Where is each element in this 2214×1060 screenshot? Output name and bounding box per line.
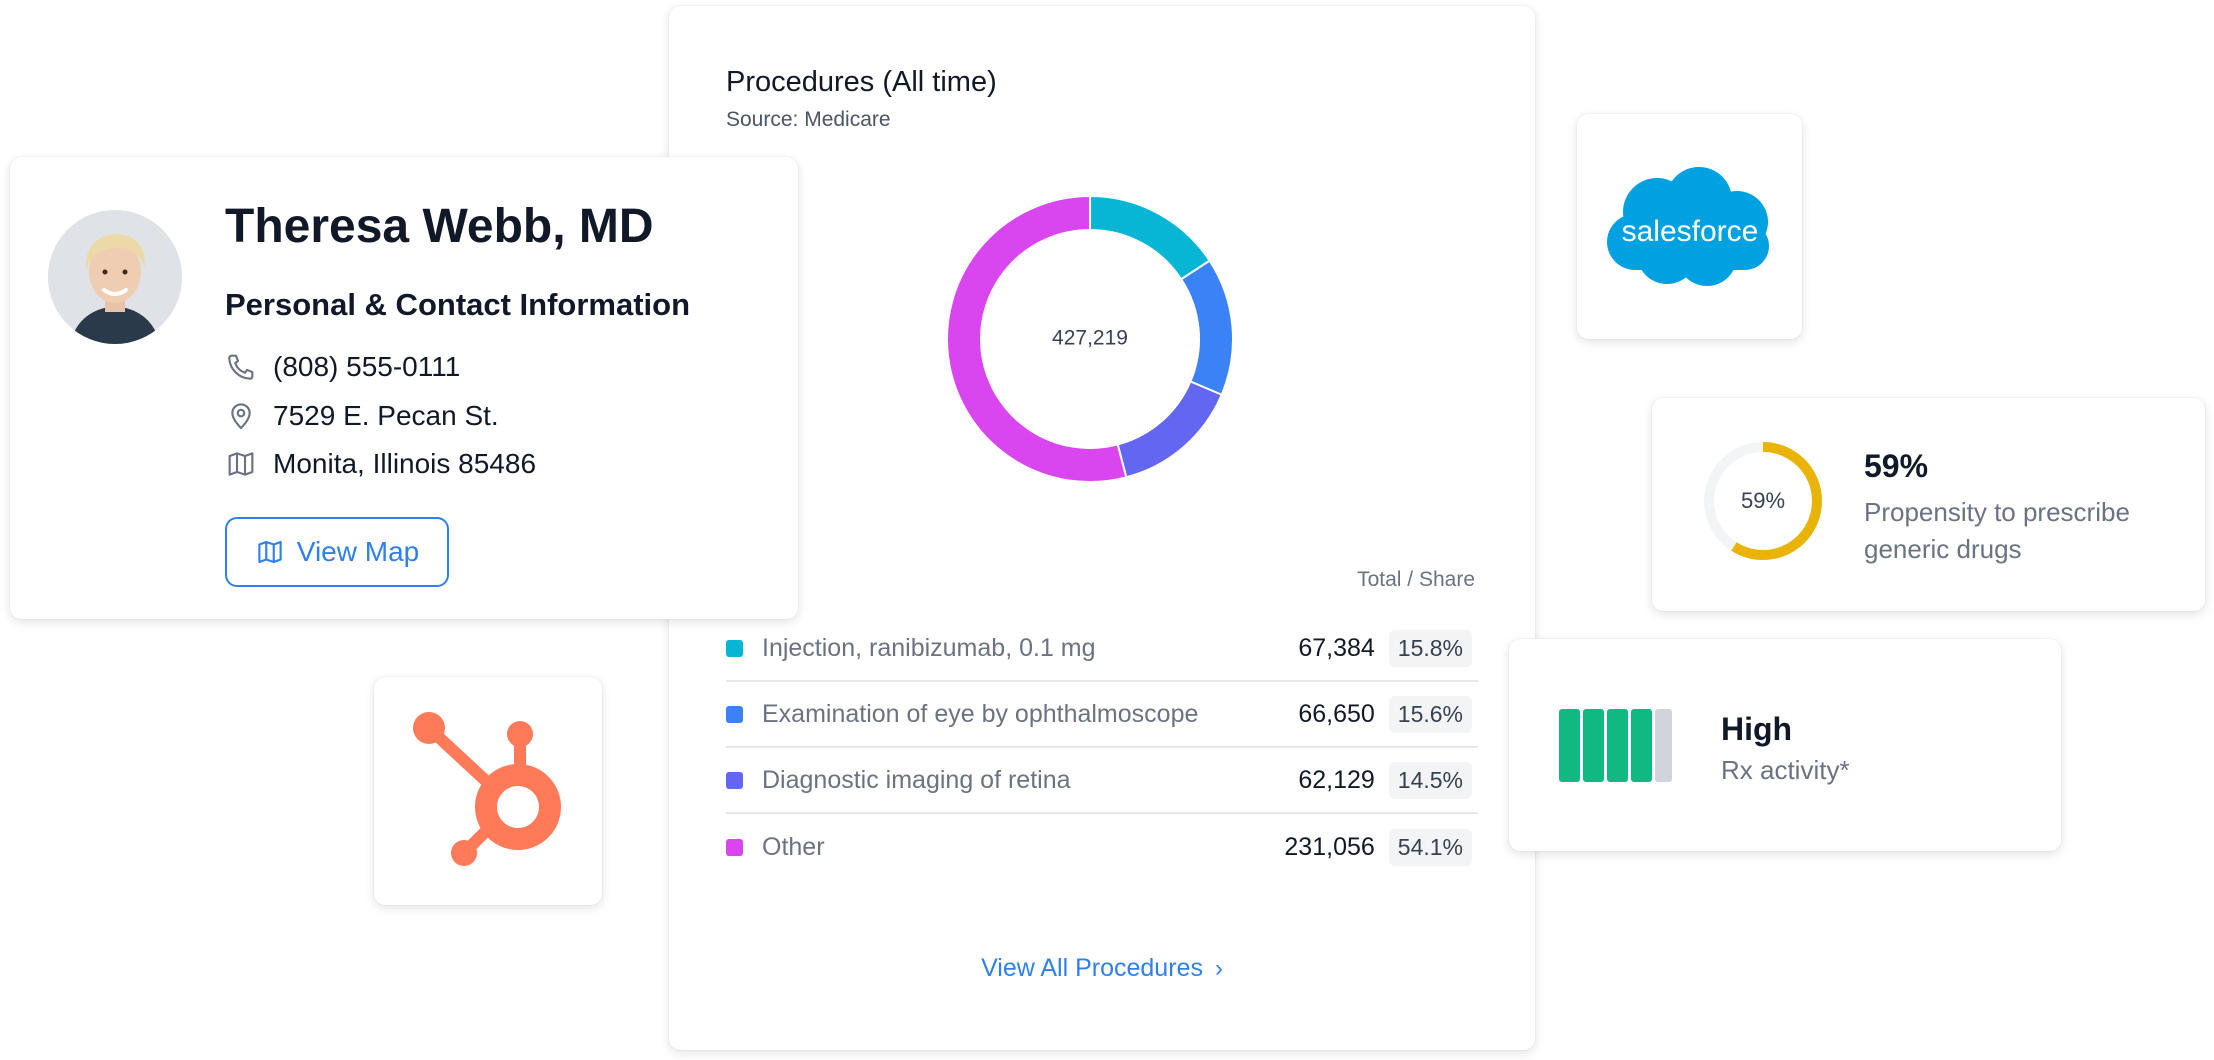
avatar <box>48 210 182 344</box>
procedure-name: Examination of eye by ophthalmoscope <box>762 699 1199 728</box>
procedure-total: 66,650 <box>1298 699 1375 728</box>
view-all-procedures-link[interactable]: View All Procedures › <box>669 954 1535 983</box>
procedure-share-badge: 14.5% <box>1388 761 1472 799</box>
procedure-share-badge: 54.1% <box>1388 828 1472 866</box>
procedure-share-badge: 15.6% <box>1388 695 1472 733</box>
city-state-zip: Monita, Illinois 85486 <box>273 448 537 479</box>
chevron-right-icon: › <box>1214 955 1223 982</box>
propensity-progress-ring <box>1704 442 1822 560</box>
rx-activity-level: High <box>1721 711 1793 747</box>
rx-meter-segment <box>1607 709 1628 782</box>
legend-swatch <box>726 771 743 789</box>
rx-activity-card: High Rx activity* <box>1509 639 2061 851</box>
view-all-procedures-label: View All Procedures <box>981 954 1203 982</box>
procedure-total: 67,384 <box>1298 633 1375 662</box>
procedure-row: Injection, ranibizumab, 0.1 mg 67,384 15… <box>726 616 1478 682</box>
legend-swatch <box>726 705 743 723</box>
city-line: Monita, Illinois 85486 <box>225 444 536 484</box>
hubspot-logo-card <box>374 677 602 905</box>
street-address: 7529 E. Pecan St. <box>273 400 499 431</box>
location-pin-icon <box>231 403 251 430</box>
procedure-total: 62,129 <box>1298 765 1375 794</box>
profile-card: Theresa Webb, MD Personal & Contact Info… <box>10 157 798 619</box>
map-icon <box>228 452 254 476</box>
hubspot-sprocket-logo <box>413 712 561 866</box>
propensity-card: 59% 59% Propensity to prescribe generic … <box>1652 398 2205 611</box>
procedures-source: Source: Medicare <box>726 108 891 131</box>
rx-meter-segment <box>1631 709 1652 782</box>
column-header-total-share: Total / Share <box>1357 568 1475 591</box>
procedures-card: Procedures (All time) Source: Medicare 4… <box>669 6 1535 1050</box>
legend-swatch <box>726 639 743 657</box>
propensity-ring-label: 59% <box>1740 488 1786 513</box>
propensity-description: Propensity to prescribe generic drugs <box>1864 497 2130 564</box>
procedure-total: 231,056 <box>1284 832 1375 861</box>
salesforce-cloud-logo: salesforce <box>1607 167 1769 286</box>
salesforce-logo-card: salesforce <box>1577 114 1802 339</box>
procedures-donut-chart: 427,219 <box>946 194 1234 483</box>
salesforce-logo-text: salesforce <box>1622 215 1759 248</box>
view-map-label: View Map <box>296 536 420 567</box>
procedure-share-badge: 15.8% <box>1388 629 1472 667</box>
rx-activity-meter <box>1559 709 1672 782</box>
propensity-value: 59% <box>1864 448 1929 484</box>
donut-center-total: 427,219 <box>1052 327 1128 350</box>
phone-number: (808) 555-0111 <box>273 351 461 382</box>
avatar-portrait-icon <box>48 210 182 344</box>
procedure-row: Examination of eye by ophthalmoscope 66,… <box>726 682 1478 748</box>
procedure-row: Diagnostic imaging of retina 62,129 14.5… <box>726 748 1478 814</box>
physician-name: Theresa Webb, MD <box>225 200 654 253</box>
rx-meter-segment <box>1583 709 1604 782</box>
donut-slice <box>1116 380 1223 479</box>
address-line: 7529 E. Pecan St. <box>225 396 499 436</box>
rx-meter-segment <box>1559 709 1580 782</box>
rx-activity-label: Rx activity* <box>1721 755 1850 785</box>
donut-slice <box>1179 259 1234 397</box>
procedure-name: Diagnostic imaging of retina <box>762 765 1071 794</box>
donut-slice <box>946 194 1128 483</box>
rx-meter-segment <box>1655 709 1672 782</box>
contact-section-title: Personal & Contact Information <box>225 287 691 322</box>
view-map-button[interactable]: View Map <box>225 517 449 587</box>
procedure-name: Injection, ranibizumab, 0.1 mg <box>762 633 1096 662</box>
procedures-title: Procedures (All time) <box>726 66 997 98</box>
donut-slice <box>1089 194 1212 281</box>
procedure-row: Other 231,056 54.1% <box>726 814 1478 880</box>
legend-swatch <box>726 838 743 856</box>
phone-line: (808) 555-0111 <box>225 347 460 387</box>
map-icon <box>258 540 282 564</box>
procedure-name: Other <box>762 832 825 861</box>
phone-icon <box>228 354 254 380</box>
